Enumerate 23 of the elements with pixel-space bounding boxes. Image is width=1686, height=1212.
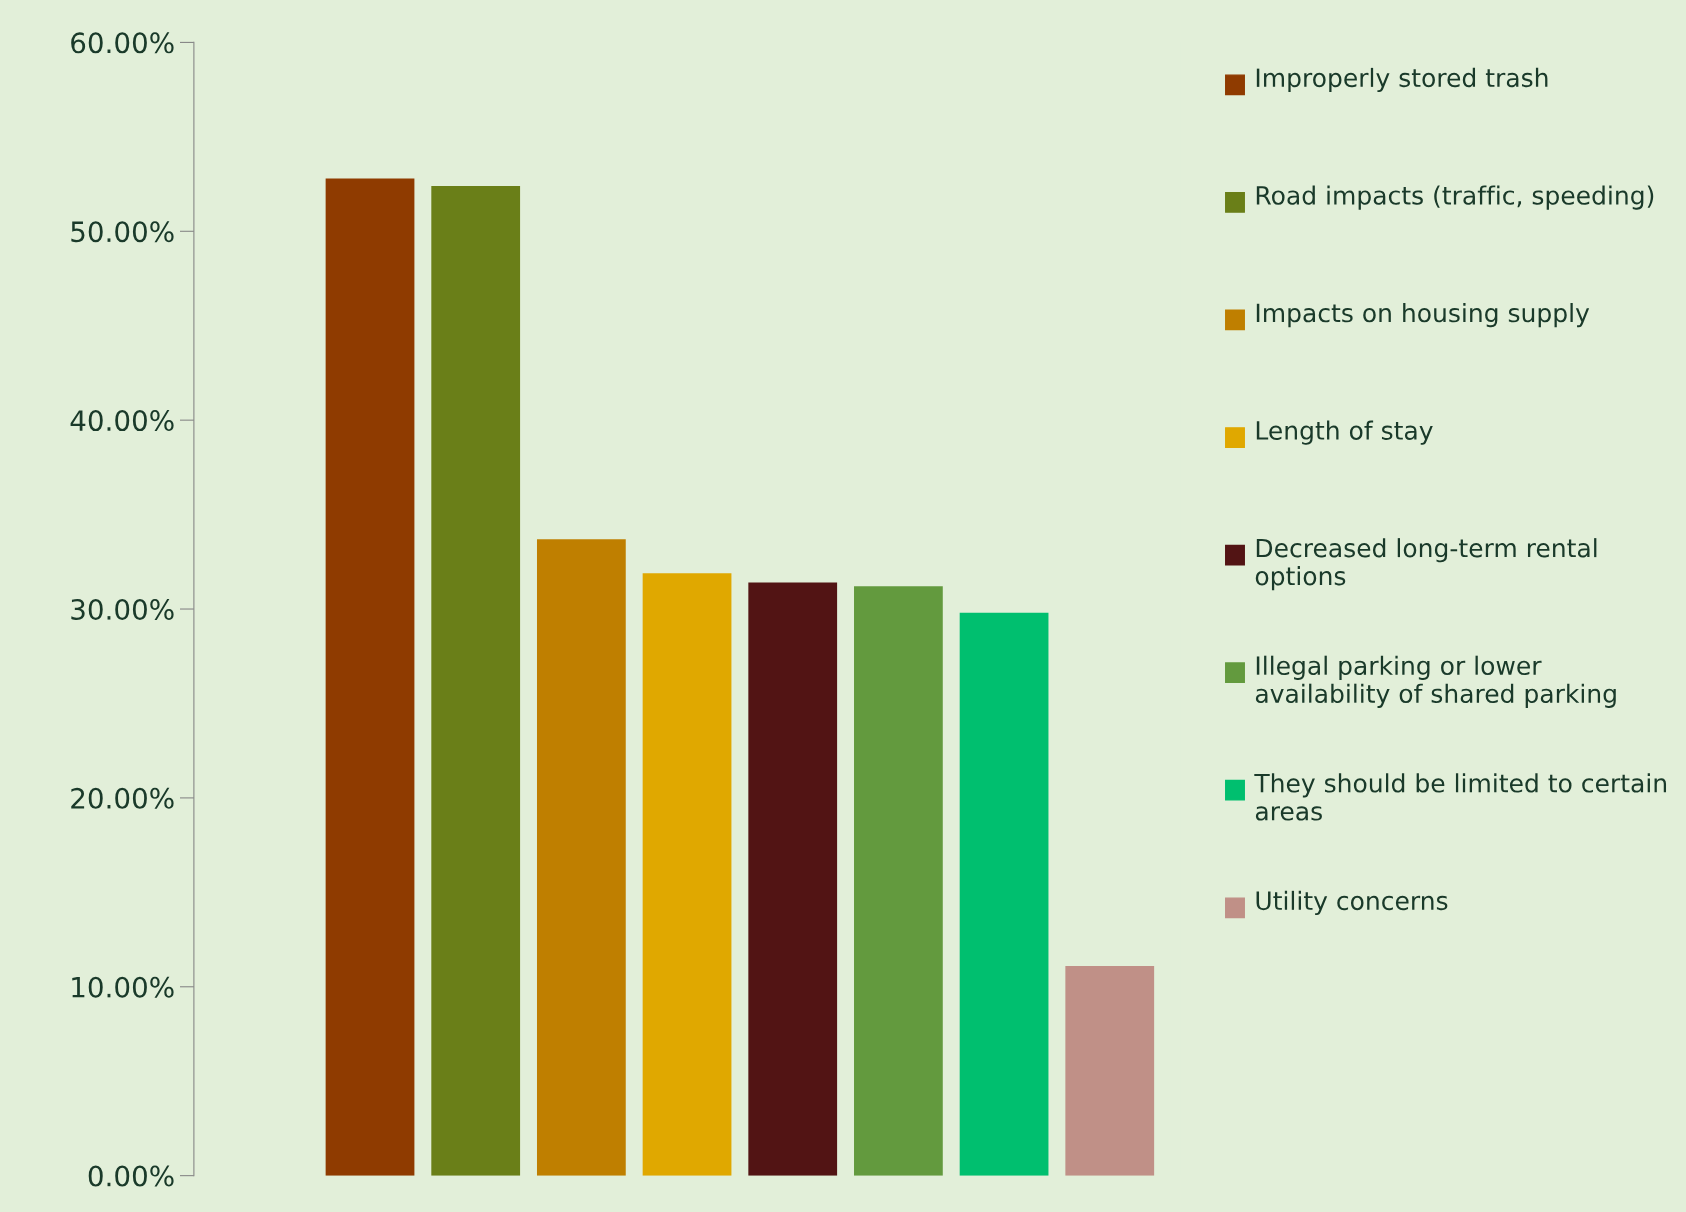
y-tick-label: 60.00%: [71, 32, 174, 54]
legend-label: Road impacts (traffic, speeding): [1256, 185, 1654, 210]
legend-label: Utility concerns: [1256, 890, 1448, 916]
bar: [536, 539, 626, 1176]
bar: [642, 573, 732, 1176]
y-tick-label: 0.00%: [88, 1165, 174, 1187]
legend-label: Improperly stored trash: [1256, 67, 1548, 93]
y-tick-label: 50.00%: [71, 221, 174, 243]
bar: [1065, 965, 1155, 1176]
legend-label: They should be limited to certain areas: [1254, 773, 1667, 821]
legend-label: Illegal parking or lower availability of shared parking: [1255, 655, 1616, 708]
y-tick-label: 30.00%: [71, 598, 174, 620]
bar: [854, 586, 943, 1176]
bar: [325, 178, 415, 1176]
y-tick-label: 10.00%: [72, 976, 174, 998]
y-tick-label: 40.00%: [70, 410, 174, 432]
legend-label: Impacts on housing supply: [1256, 303, 1590, 328]
y-tick-label: 20.00%: [71, 787, 174, 809]
legend-label: Decreased long-term rental options: [1255, 538, 1597, 591]
bar: [748, 582, 838, 1176]
bar: [959, 612, 1049, 1176]
legend-label: Length of stay: [1256, 420, 1433, 445]
bar: [431, 185, 521, 1176]
